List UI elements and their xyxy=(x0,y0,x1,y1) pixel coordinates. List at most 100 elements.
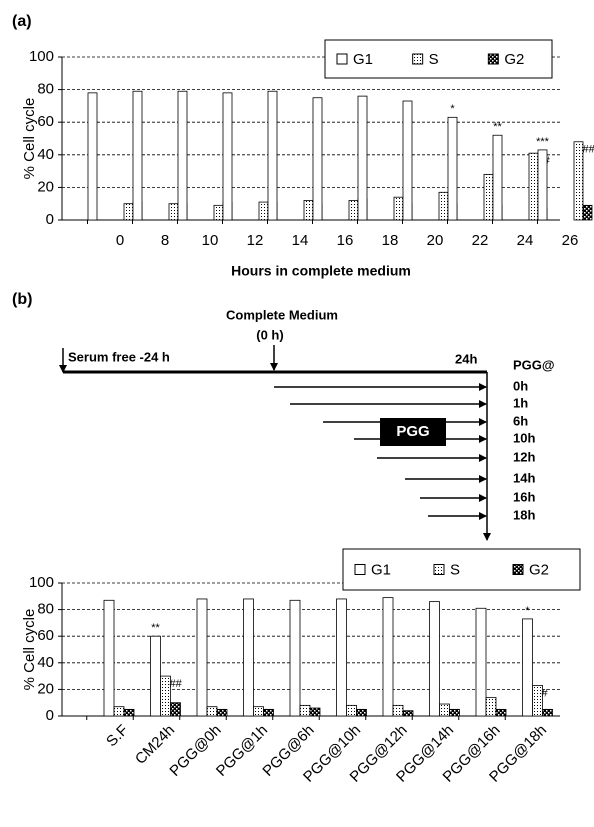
bar xyxy=(447,116,458,221)
bar xyxy=(382,597,394,717)
bar xyxy=(532,685,543,717)
diagram-label: 12h xyxy=(513,449,535,464)
x-tick-label: 16 xyxy=(337,232,354,249)
diagram-label: Serum free -24 h xyxy=(68,349,170,364)
legend-swatch xyxy=(433,564,445,575)
y-axis-label: % Cell cycle xyxy=(21,609,38,691)
bar xyxy=(336,598,347,717)
bar xyxy=(573,141,584,221)
y-tick-label: 60 xyxy=(37,627,54,644)
panel-label: (a) xyxy=(12,13,32,30)
bar xyxy=(402,100,413,221)
legend-box xyxy=(324,39,553,79)
bar xyxy=(495,708,507,717)
x-tick-label: S.F xyxy=(103,722,132,751)
bar xyxy=(299,704,311,717)
legend-label: S xyxy=(429,51,439,68)
legend-label: S xyxy=(450,561,460,578)
bar xyxy=(357,95,368,221)
bar xyxy=(132,90,143,221)
y-axis-label: % Cell cycle xyxy=(21,98,38,180)
x-tick-label: 20 xyxy=(427,232,444,249)
y-tick-label: 80 xyxy=(37,601,54,618)
legend-swatch xyxy=(336,53,348,65)
x-tick-label: 8 xyxy=(161,232,169,249)
bar xyxy=(303,200,314,221)
bar xyxy=(348,200,359,221)
legend-swatch xyxy=(487,53,499,65)
annotation: *** xyxy=(536,136,550,148)
annotation: ## xyxy=(170,678,183,690)
x-tick-label: 10 xyxy=(202,232,219,249)
legend-label: G1 xyxy=(371,561,391,578)
diagram-label: 24h xyxy=(455,351,477,366)
bar xyxy=(263,708,274,717)
y-tick-label: 80 xyxy=(37,81,54,98)
y-tick-label: 20 xyxy=(37,680,54,697)
legend-label: G2 xyxy=(529,561,549,578)
bar xyxy=(103,599,115,717)
panel-label: (b) xyxy=(12,291,32,308)
bar xyxy=(492,134,503,221)
bar xyxy=(216,708,228,717)
bar xyxy=(113,706,125,717)
bar xyxy=(402,710,414,717)
y-tick-label: 0 xyxy=(46,211,54,228)
x-tick-label: 12 xyxy=(247,232,264,249)
bar xyxy=(160,675,171,717)
bar xyxy=(170,702,181,717)
annotation: * xyxy=(450,103,455,115)
bar xyxy=(475,607,487,717)
annotation: ** xyxy=(151,622,160,634)
diagram-label: Complete Medium xyxy=(226,307,338,322)
bar xyxy=(289,599,301,717)
bar xyxy=(213,204,224,221)
x-axis-label: Hours in complete medium xyxy=(231,263,411,279)
diagram-label: (0 h) xyxy=(256,327,283,342)
x-tick-label: 24 xyxy=(517,232,534,249)
x-tick-label: 22 xyxy=(472,232,489,249)
bar xyxy=(267,90,278,221)
bar xyxy=(346,704,357,717)
bar xyxy=(123,708,135,717)
bar xyxy=(485,696,497,717)
y-tick-label: 40 xyxy=(37,146,54,163)
x-tick-label: 18 xyxy=(382,232,399,249)
y-tick-label: 20 xyxy=(37,178,54,195)
x-tick-label: 0 xyxy=(116,232,124,249)
annotation: * xyxy=(525,605,530,617)
y-tick-label: 0 xyxy=(46,707,54,724)
bar xyxy=(243,598,254,717)
x-tick-label: 14 xyxy=(292,232,309,249)
diagram-label: 1h xyxy=(513,395,528,410)
timeline-diagram: Complete Medium (0 h) Serum free -24 h 2… xyxy=(59,307,555,541)
legend-box xyxy=(342,548,581,591)
diagram-label: 14h xyxy=(513,470,535,485)
bar xyxy=(177,90,188,221)
diagram-label: 0h xyxy=(513,378,528,393)
bar xyxy=(429,601,440,717)
bar xyxy=(206,706,218,717)
legend-label: G2 xyxy=(504,51,524,68)
y-tick-label: 100 xyxy=(29,48,54,65)
x-tick-label: CM24h xyxy=(132,722,178,768)
bar xyxy=(392,704,404,717)
bar xyxy=(258,201,269,221)
bar xyxy=(522,618,533,717)
bar xyxy=(312,97,323,221)
diagram-label: PGG@ xyxy=(513,357,555,372)
legend-label: G1 xyxy=(353,51,373,68)
bar xyxy=(542,708,553,717)
bar xyxy=(309,707,321,717)
diagram-label: 18h xyxy=(513,507,535,522)
x-tick-label: 26 xyxy=(562,232,579,249)
pgg-box-label: PGG xyxy=(396,423,429,440)
bar xyxy=(393,196,404,221)
bar xyxy=(196,598,208,717)
bar xyxy=(449,708,460,717)
bar xyxy=(150,635,161,717)
bar xyxy=(438,191,449,221)
y-tick-label: 40 xyxy=(37,654,54,671)
annotation: ### xyxy=(583,144,594,156)
